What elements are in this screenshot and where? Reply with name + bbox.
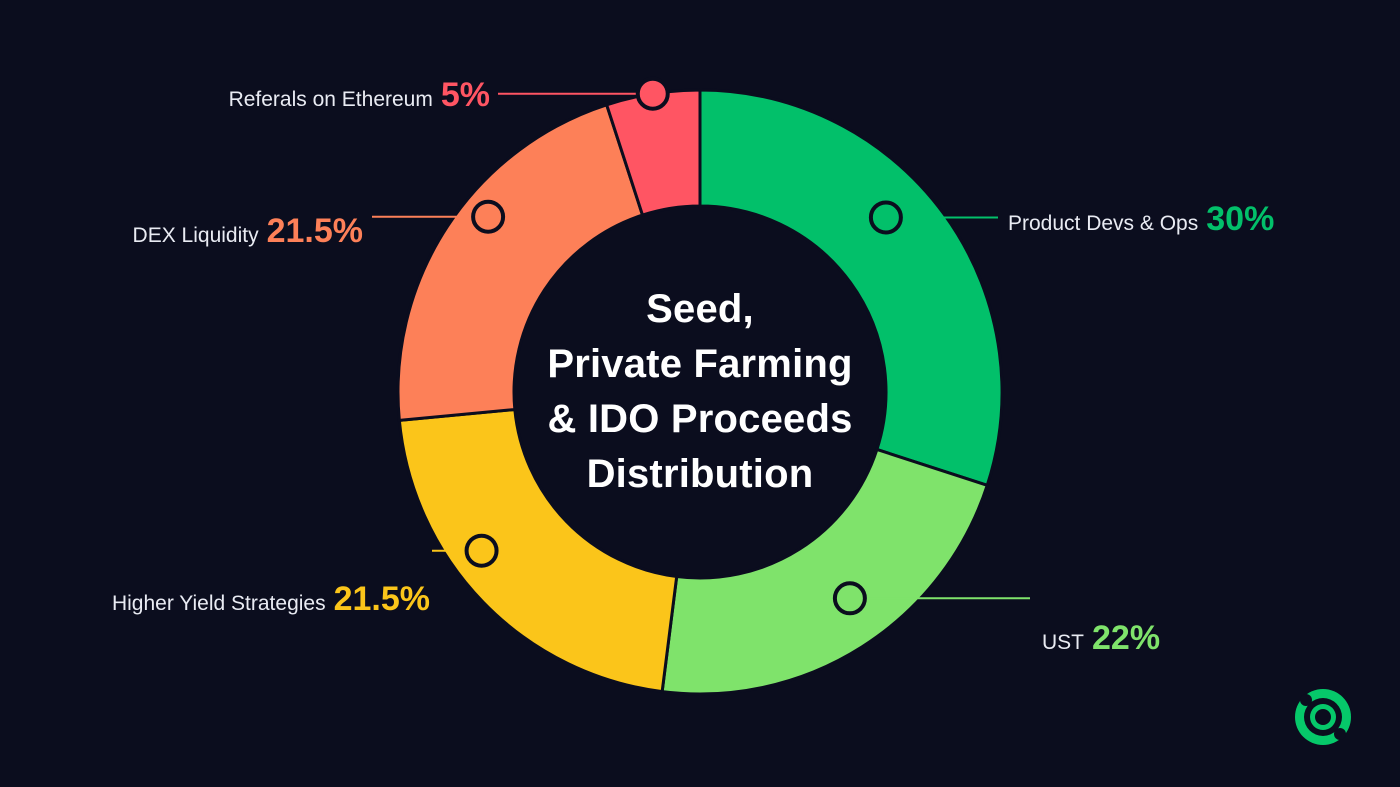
- slice-label-name: DEX Liquidity: [132, 224, 259, 247]
- donut-slice-4: [604, 88, 702, 217]
- donut-slice-1: [660, 447, 990, 696]
- donut-slice-0: [698, 88, 1004, 488]
- chart-title-line-1: Seed,: [646, 287, 754, 331]
- slice-label-name: Product Devs & Ops: [1008, 212, 1199, 235]
- connector-dot-3: [471, 199, 506, 234]
- donut-slice-3: [396, 102, 645, 423]
- slice-label-name: Higher Yield Strategies: [111, 592, 326, 615]
- slice-label-percent: 21.5%: [333, 580, 430, 618]
- slice-label-percent: 21.5%: [266, 212, 363, 250]
- slice-label-percent: 22%: [1092, 619, 1161, 657]
- slice-label-ust: UST 22%: [1042, 619, 1160, 658]
- connector-dot-4: [635, 76, 670, 111]
- slice-label-dex-liquidity: DEX Liquidity 21.5%: [133, 212, 363, 251]
- slice-label-higher-yield: Higher Yield Strategies 21.5%: [112, 580, 430, 619]
- chart-title: Seed, Private Farming & IDO Proceeds Dis…: [470, 282, 930, 502]
- slice-label-percent: 5%: [440, 76, 490, 114]
- slice-label-percent: 30%: [1206, 200, 1275, 238]
- connector-dot-0: [868, 200, 903, 235]
- slice-label-product-devs: Product Devs & Ops 30%: [1008, 200, 1274, 239]
- slice-label-name: Referals on Ethereum: [228, 88, 433, 111]
- connector-dot-2: [464, 533, 499, 568]
- chart-title-line-3: & IDO Proceeds: [547, 397, 853, 441]
- slice-label-referals: Referals on Ethereum 5%: [229, 76, 490, 115]
- donut-slice-2: [397, 407, 679, 694]
- chart-title-line-2: Private Farming: [547, 342, 853, 386]
- chart-title-line-4: Distribution: [586, 452, 814, 496]
- brand-logo-icon: [1295, 689, 1351, 745]
- slice-label-name: UST: [1042, 631, 1084, 654]
- connector-dot-1: [832, 581, 867, 616]
